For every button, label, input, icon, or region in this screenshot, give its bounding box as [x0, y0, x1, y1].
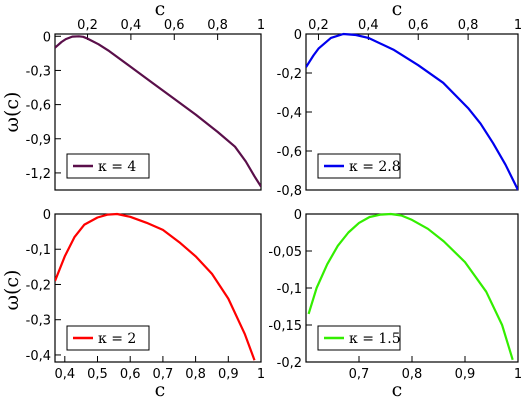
y-tick-label: -0,4 [26, 349, 51, 364]
legend: κ = 2 [66, 325, 150, 351]
y-tick-label: -0,3 [26, 314, 51, 329]
x-tick-label: 0,5 [87, 367, 108, 382]
y-tick-label: -0,15 [268, 319, 302, 334]
legend-label: κ = 2 [98, 331, 136, 347]
legend: κ = 4 [66, 153, 150, 179]
y-tick-label: 0 [294, 208, 302, 223]
y-tick-label: -0,2 [26, 278, 51, 293]
x-tick-label: 1 [514, 18, 522, 33]
x-tick-label: 1 [257, 18, 265, 33]
y-tick-label: 0 [294, 28, 302, 43]
x-tick-label: 0,9 [455, 367, 476, 382]
x-tick-label: 0,7 [349, 367, 370, 382]
plot-frame [54, 33, 262, 191]
panel-bottom-right: 0,7 0,8 0,9 1 0 -0,05 -0,1 -0,15 -0,2 κ = 1.5 [268, 208, 522, 382]
x-tick-label: 0,4 [358, 18, 379, 33]
y-tick-label: 0 [43, 30, 51, 45]
y-tick-label: -0,8 [277, 184, 302, 199]
y-tick-label: -0,6 [277, 145, 302, 160]
series-line [307, 212, 514, 361]
bottom-x-axis-label-right: c [392, 379, 403, 401]
x-tick-label: 0,8 [458, 18, 479, 33]
y-tick-label: -0,2 [277, 67, 302, 82]
y-tick-label: -0,1 [277, 282, 302, 297]
top-y-axis-label: ω(c) [1, 92, 23, 133]
legend-box [66, 325, 150, 351]
x-tick-label: 0,6 [164, 18, 185, 33]
x-tick-label: 0,4 [54, 367, 75, 382]
x-tick-label: 0,8 [402, 367, 423, 382]
x-tick-label: 0,4 [121, 18, 142, 33]
x-tick-label: 1 [257, 367, 265, 382]
legend-label: κ = 1.5 [349, 331, 401, 347]
x-tick-label: 0,9 [218, 367, 239, 382]
x-tick-label: 0,7 [153, 367, 174, 382]
series-line [55, 212, 256, 361]
series-line [306, 32, 518, 191]
top-x-axis-label-right: c [392, 0, 403, 20]
legend: κ = 1.5 [317, 325, 401, 351]
x-tick-label: 0,6 [408, 18, 429, 33]
y-tick-label: -0,1 [26, 243, 51, 258]
legend: κ = 2.8 [317, 153, 401, 179]
y-tick-label: -1,2 [26, 167, 51, 182]
x-tick-label: 1 [514, 367, 522, 382]
y-tick-label: -0,4 [277, 106, 302, 121]
y-tick-label: -0,6 [26, 99, 51, 114]
series-line [55, 35, 261, 188]
top-x-axis-label: c [155, 0, 166, 20]
x-tick-label: 0,2 [308, 18, 329, 33]
legend-label: κ = 2.8 [349, 159, 401, 175]
panel-top-left: 0,2 0,4 0,6 0,8 1 0 -0,3 -0,6 -0,9 -1,2 κ = 4 [26, 18, 265, 191]
x-tick-label: 0,2 [77, 18, 98, 33]
y-tick-label: -0,05 [268, 245, 302, 260]
y-tick-label: 0 [43, 208, 51, 223]
x-tick-label: 0,6 [120, 367, 141, 382]
plot-frame [54, 213, 262, 363]
bottom-y-axis-label: ω(c) [1, 270, 23, 311]
panel-bottom-left: 0,4 0,5 0,6 0,7 0,8 0,9 1 0 -0,1 -0,2 -0,3 -0,4 κ = … [26, 208, 266, 382]
bottom-x-axis-label: c [155, 379, 166, 401]
x-tick-label: 0,8 [207, 18, 228, 33]
legend-label: κ = 4 [98, 159, 136, 175]
chart-panels: 0,2 0,4 0,6 0,8 10-0,3-0,6-0,9-1,2 κ = 40,2 0,… [26, 18, 523, 382]
y-tick-label: -0,2 [277, 356, 302, 371]
panel-top-right: 0,2 0,4 0,6 0,8 1 0 -0,2 -0,4 -0,6 -0,8 κ = 2.8 [277, 18, 523, 199]
x-tick-label: 0,8 [185, 367, 206, 382]
y-tick-label: -0,9 [26, 133, 51, 148]
y-tick-label: -0,3 [26, 64, 51, 79]
